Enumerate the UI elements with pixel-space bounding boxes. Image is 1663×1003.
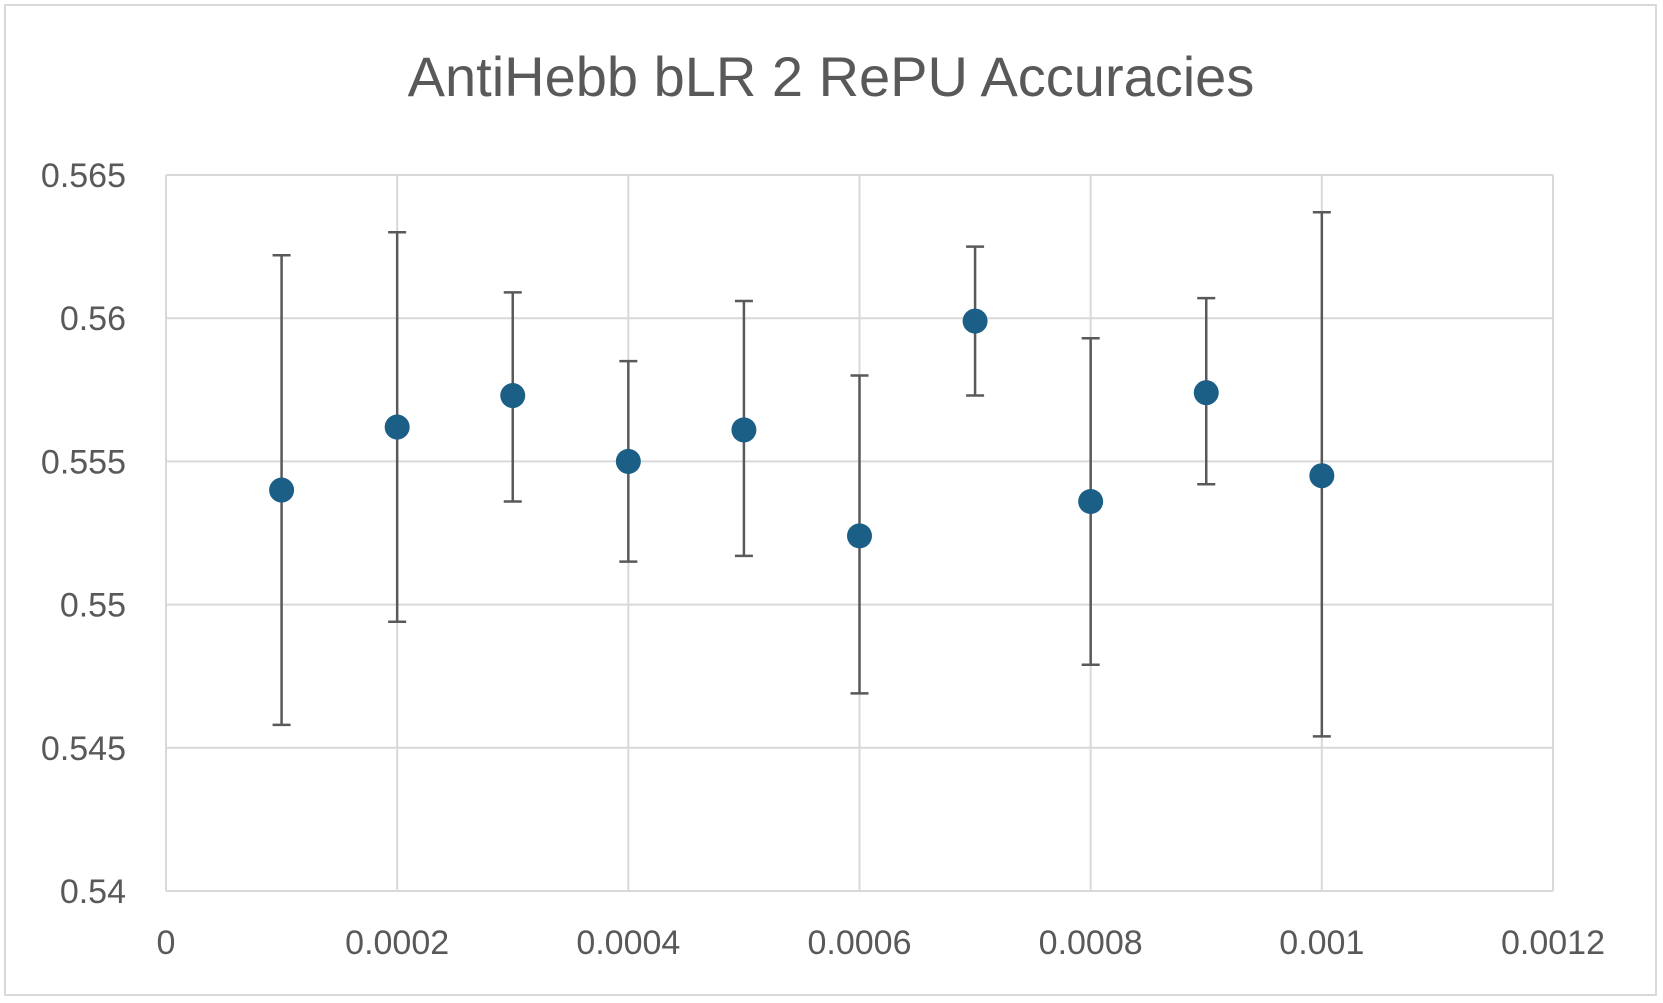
y-tick-label: 0.555 — [41, 443, 126, 481]
data-point — [500, 383, 526, 409]
x-tick-label: 0.0012 — [1501, 924, 1605, 962]
y-tick-label: 0.54 — [60, 873, 126, 911]
data-points — [269, 308, 1335, 549]
chart-title: AntiHebb bLR 2 RePU Accuracies — [408, 45, 1255, 108]
data-point — [615, 448, 641, 474]
data-point — [847, 523, 872, 549]
y-tick-label: 0.565 — [41, 157, 126, 195]
x-tick-label: 0.0004 — [576, 924, 680, 962]
axis-tick-labels: 0.54 0.545 0.55 0.555 0.56 0.565 0 0.0002 0.0004… — [41, 157, 1605, 962]
y-tick-label: 0.55 — [60, 587, 126, 625]
y-tick-label: 0.545 — [41, 730, 126, 768]
data-point — [1193, 380, 1219, 406]
x-tick-label: 0.0008 — [1039, 924, 1143, 962]
x-tick-label: 0.0006 — [808, 924, 912, 962]
data-point — [731, 417, 757, 443]
x-tick-label: 0 — [157, 924, 176, 962]
x-tick-label: 0.0002 — [345, 924, 449, 962]
data-point — [269, 477, 295, 503]
error-bars — [272, 210, 1331, 738]
data-point — [1078, 488, 1104, 514]
y-tick-label: 0.56 — [60, 300, 126, 338]
data-point — [384, 414, 410, 440]
data-point — [962, 308, 988, 334]
x-tick-label: 0.001 — [1279, 924, 1364, 962]
data-point — [1309, 463, 1335, 489]
